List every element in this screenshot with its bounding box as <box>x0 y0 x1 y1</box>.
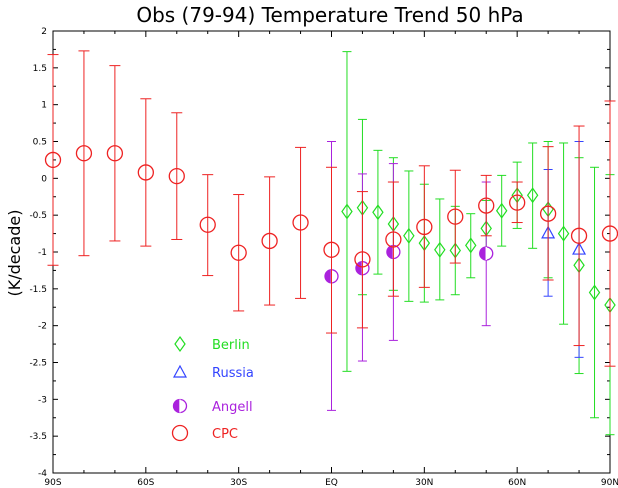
x-tick-label: 30S <box>230 478 247 488</box>
y-tick-label: -0.5 <box>29 211 47 221</box>
data-point-circle <box>447 208 464 225</box>
data-point-circle <box>106 145 124 162</box>
data-point-circle <box>168 167 185 185</box>
data-point-circle <box>570 227 588 244</box>
legend: Berlin Russia Angell CPC <box>171 335 254 442</box>
y-tick-label: -1.5 <box>29 285 47 295</box>
legend-label: Berlin <box>212 338 250 353</box>
data-point-half-circle-fill <box>325 269 332 283</box>
data-point-circle <box>539 205 557 222</box>
data-point-diamond <box>341 203 353 220</box>
data-point-half-circle-fill <box>386 245 394 259</box>
data-point-circle <box>261 232 278 250</box>
series-cpc <box>44 50 618 367</box>
data-point-diamond <box>434 241 446 258</box>
y-tick-label: 0.5 <box>33 138 47 148</box>
y-tick-label: -1 <box>38 248 47 258</box>
data-point-diamond <box>495 202 508 219</box>
y-tick-label: 0 <box>41 174 47 184</box>
x-tick-label: 90S <box>44 478 61 488</box>
data-point-circle <box>230 244 247 261</box>
y-tick-label: -2 <box>38 322 47 332</box>
data-point-circle <box>292 214 309 231</box>
y-tick-label: 1.5 <box>33 64 47 74</box>
legend-marker-circle <box>171 424 189 442</box>
y-tick-label: -3.5 <box>29 432 47 442</box>
x-tick-label: 60N <box>508 478 526 488</box>
data-point-circle <box>478 197 495 214</box>
data-point-circle <box>509 194 526 211</box>
data-point-circle <box>199 216 216 233</box>
legend-label: Russia <box>212 366 254 381</box>
legend-marker-half-circle <box>172 398 188 414</box>
y-tick-label: -3 <box>38 395 47 405</box>
series-layer <box>44 50 618 436</box>
x-tick-label: 90N <box>601 478 618 488</box>
data-point-circle <box>44 151 62 169</box>
data-point-circle <box>137 164 154 181</box>
data-point-circle <box>354 251 371 268</box>
x-tick-label: EQ <box>325 478 338 488</box>
data-point-circle <box>323 241 340 258</box>
legend-marker-diamond <box>174 335 186 353</box>
data-point-diamond <box>465 237 477 254</box>
x-tick-label: 30N <box>415 478 433 488</box>
data-point-half-circle <box>479 246 494 261</box>
data-point-circle <box>416 218 433 236</box>
data-point-diamond <box>588 284 601 301</box>
data-point-diamond <box>403 227 415 244</box>
y-axis-label: (K/decade) <box>5 210 24 297</box>
data-point-half-circle-fill <box>479 246 487 260</box>
data-point-diamond <box>557 225 570 242</box>
chart-title: Obs (79-94) Temperature Trend 50 hPa <box>136 3 523 27</box>
legend-marker-half-circle-fill <box>173 399 180 413</box>
data-point-circle <box>75 145 93 162</box>
y-tick-label: 2 <box>41 27 47 37</box>
x-tick-label: 60S <box>137 478 154 488</box>
y-tick-label: 1 <box>41 101 47 111</box>
legend-label: CPC <box>212 427 238 442</box>
legend-marker-triangle <box>172 364 188 378</box>
data-point-diamond <box>526 187 539 204</box>
data-point-diamond <box>372 204 384 221</box>
legend-label: Angell <box>212 400 253 415</box>
y-tick-label: -4 <box>38 469 47 479</box>
y-tick-label: -2.5 <box>29 359 47 369</box>
data-point-circle <box>385 231 402 248</box>
